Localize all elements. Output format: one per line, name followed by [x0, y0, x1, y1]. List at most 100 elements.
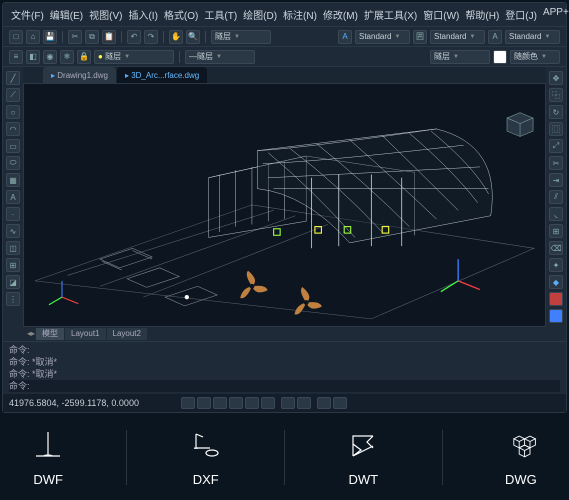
polar-btn[interactable] — [229, 397, 243, 409]
offset-icon[interactable]: ⫽ — [549, 190, 563, 204]
erase-icon[interactable]: ⌫ — [549, 241, 563, 255]
fillet-icon[interactable]: ◟ — [549, 207, 563, 221]
dwt-icon — [345, 428, 381, 464]
tablestyle-icon[interactable]: A — [488, 30, 502, 44]
layer-lock-icon[interactable]: 🔒 — [77, 50, 91, 64]
array-icon[interactable]: ⊞ — [549, 224, 563, 238]
workspace: ╱ ⟋ ○ ◠ ▭ ⬭ ▦ A · ∿ ◫ ⊞ ◪ ⋮ ▸ Drawing1.d… — [3, 67, 566, 341]
menu-app[interactable]: APP+ — [541, 6, 569, 23]
paste-icon[interactable]: 📋 — [102, 30, 116, 44]
format-label: DXF — [193, 472, 219, 487]
mirror-icon[interactable]: ⿲ — [549, 122, 563, 136]
line-icon[interactable]: ╱ — [6, 71, 20, 85]
text-icon[interactable]: A — [6, 190, 20, 204]
arc-icon[interactable]: ◠ — [6, 122, 20, 136]
prop-icon[interactable]: ◆ — [549, 275, 563, 289]
dimstyle-combo[interactable]: Standard▼ — [355, 30, 410, 44]
point-icon[interactable]: · — [6, 207, 20, 221]
layer-freeze-icon[interactable]: ❄ — [60, 50, 74, 64]
toolbar-row-1: □ ⌂ 💾 ✂ ⧉ 📋 ↶ ↷ ✋ 🔍 隧层▼ A Standard▼ 囲 St… — [3, 27, 566, 47]
ellipse-icon[interactable]: ⬭ — [6, 156, 20, 170]
otrack-btn[interactable] — [261, 397, 275, 409]
drawing-viewport[interactable] — [23, 83, 546, 327]
menu-window[interactable]: 窗口(W) — [421, 6, 461, 23]
cmd-prompt[interactable]: 命令: — [9, 380, 560, 392]
undo-icon[interactable]: ↶ — [127, 30, 141, 44]
dimstyle-icon[interactable]: A — [338, 30, 352, 44]
command-window[interactable]: 命令: 命令: *取消* 命令: *取消* 命令: — [3, 341, 566, 394]
osnap-btn[interactable] — [245, 397, 259, 409]
trim-icon[interactable]: ✂ — [549, 156, 563, 170]
circle-icon[interactable]: ○ — [6, 105, 20, 119]
color-swatch[interactable] — [493, 50, 507, 64]
menu-dimension[interactable]: 标注(N) — [281, 6, 319, 23]
linetype-combo[interactable]: — 隧层▼ — [185, 50, 255, 64]
layer-select[interactable]: ● 隧层▼ — [94, 50, 174, 64]
blue-icon[interactable] — [549, 309, 563, 323]
menu-format[interactable]: 格式(O) — [162, 6, 200, 23]
layer-state-icon[interactable]: ◧ — [26, 50, 40, 64]
copy-icon[interactable]: ⧉ — [85, 30, 99, 44]
format-dwf[interactable]: DWF — [30, 428, 66, 487]
region-icon[interactable]: ◫ — [6, 241, 20, 255]
snap-toggles — [181, 397, 275, 409]
tab-layout2[interactable]: Layout2 — [107, 328, 147, 340]
snap-btn[interactable] — [181, 397, 195, 409]
extend-icon[interactable]: ⇥ — [549, 173, 563, 187]
more-icon[interactable]: ⋮ — [6, 292, 20, 306]
format-dwt[interactable]: DWT — [345, 428, 381, 487]
menu-insert[interactable]: 插入(I) — [126, 6, 159, 23]
menu-express[interactable]: 扩展工具(X) — [362, 6, 419, 23]
tab-layout1[interactable]: Layout1 — [65, 328, 105, 340]
menu-edit[interactable]: 编辑(E) — [48, 6, 85, 23]
menu-help[interactable]: 帮助(H) — [463, 6, 501, 23]
doc-tab-2[interactable]: ▸ 3D_Arc...rface.dwg — [117, 67, 207, 83]
status-bar: 41976.5804, -2599.1178, 0.0000 — [3, 394, 566, 412]
rotate-icon[interactable]: ↻ — [549, 105, 563, 119]
cut-icon[interactable]: ✂ — [68, 30, 82, 44]
open-icon[interactable]: ⌂ — [26, 30, 40, 44]
save-icon[interactable]: 💾 — [43, 30, 57, 44]
copy2-icon[interactable]: ⿻ — [549, 88, 563, 102]
format-dxf[interactable]: DXF — [188, 428, 224, 487]
pan-icon[interactable]: ✋ — [169, 30, 183, 44]
move-icon[interactable]: ✥ — [549, 71, 563, 85]
menu-tools[interactable]: 工具(T) — [202, 6, 239, 23]
tab-model[interactable]: 模型 — [36, 328, 64, 340]
polyline-icon[interactable]: ⟋ — [6, 88, 20, 102]
layer-combo[interactable]: 隧层▼ — [211, 30, 271, 44]
red-icon[interactable] — [549, 292, 563, 306]
coord-readout: 41976.5804, -2599.1178, 0.0000 — [9, 398, 139, 408]
format-dwg[interactable]: DWG — [503, 428, 539, 487]
menu-modify[interactable]: 修改(M) — [321, 6, 360, 23]
menu-draw[interactable]: 绘图(D) — [241, 6, 279, 23]
zoom-icon[interactable]: 🔍 — [186, 30, 200, 44]
textstyle-icon[interactable]: 囲 — [413, 30, 427, 44]
model-btn[interactable] — [297, 397, 311, 409]
lwt-btn[interactable] — [281, 397, 295, 409]
extra1-btn[interactable] — [317, 397, 331, 409]
tablestyle-combo[interactable]: Standard▼ — [505, 30, 560, 44]
cmd-history-2: 命令: *取消* — [9, 356, 560, 368]
color-combo[interactable]: 随颜色▼ — [510, 50, 560, 64]
menu-file[interactable]: 文件(F) — [9, 6, 46, 23]
doc-tab-1[interactable]: ▸ Drawing1.dwg — [43, 67, 116, 83]
redo-icon[interactable]: ↷ — [144, 30, 158, 44]
extra2-btn[interactable] — [333, 397, 347, 409]
scale-icon[interactable]: ⤢ — [549, 139, 563, 153]
layer-icon[interactable]: ≡ — [9, 50, 23, 64]
rectangle-icon[interactable]: ▭ — [6, 139, 20, 153]
spline-icon[interactable]: ∿ — [6, 224, 20, 238]
new-icon[interactable]: □ — [9, 30, 23, 44]
grid-btn[interactable] — [197, 397, 211, 409]
block-icon[interactable]: ◪ — [6, 275, 20, 289]
menu-view[interactable]: 视图(V) — [87, 6, 124, 23]
hatch-icon[interactable]: ▦ — [6, 173, 20, 187]
textstyle-combo[interactable]: Standard▼ — [430, 30, 485, 44]
layer-off-icon[interactable]: ◉ — [43, 50, 57, 64]
explode-icon[interactable]: ✦ — [549, 258, 563, 272]
ortho-btn[interactable] — [213, 397, 227, 409]
menu-extra[interactable]: 登口(J) — [503, 6, 539, 23]
table-icon[interactable]: ⊞ — [6, 258, 20, 272]
lineweight-combo[interactable]: 隧层▼ — [430, 50, 490, 64]
